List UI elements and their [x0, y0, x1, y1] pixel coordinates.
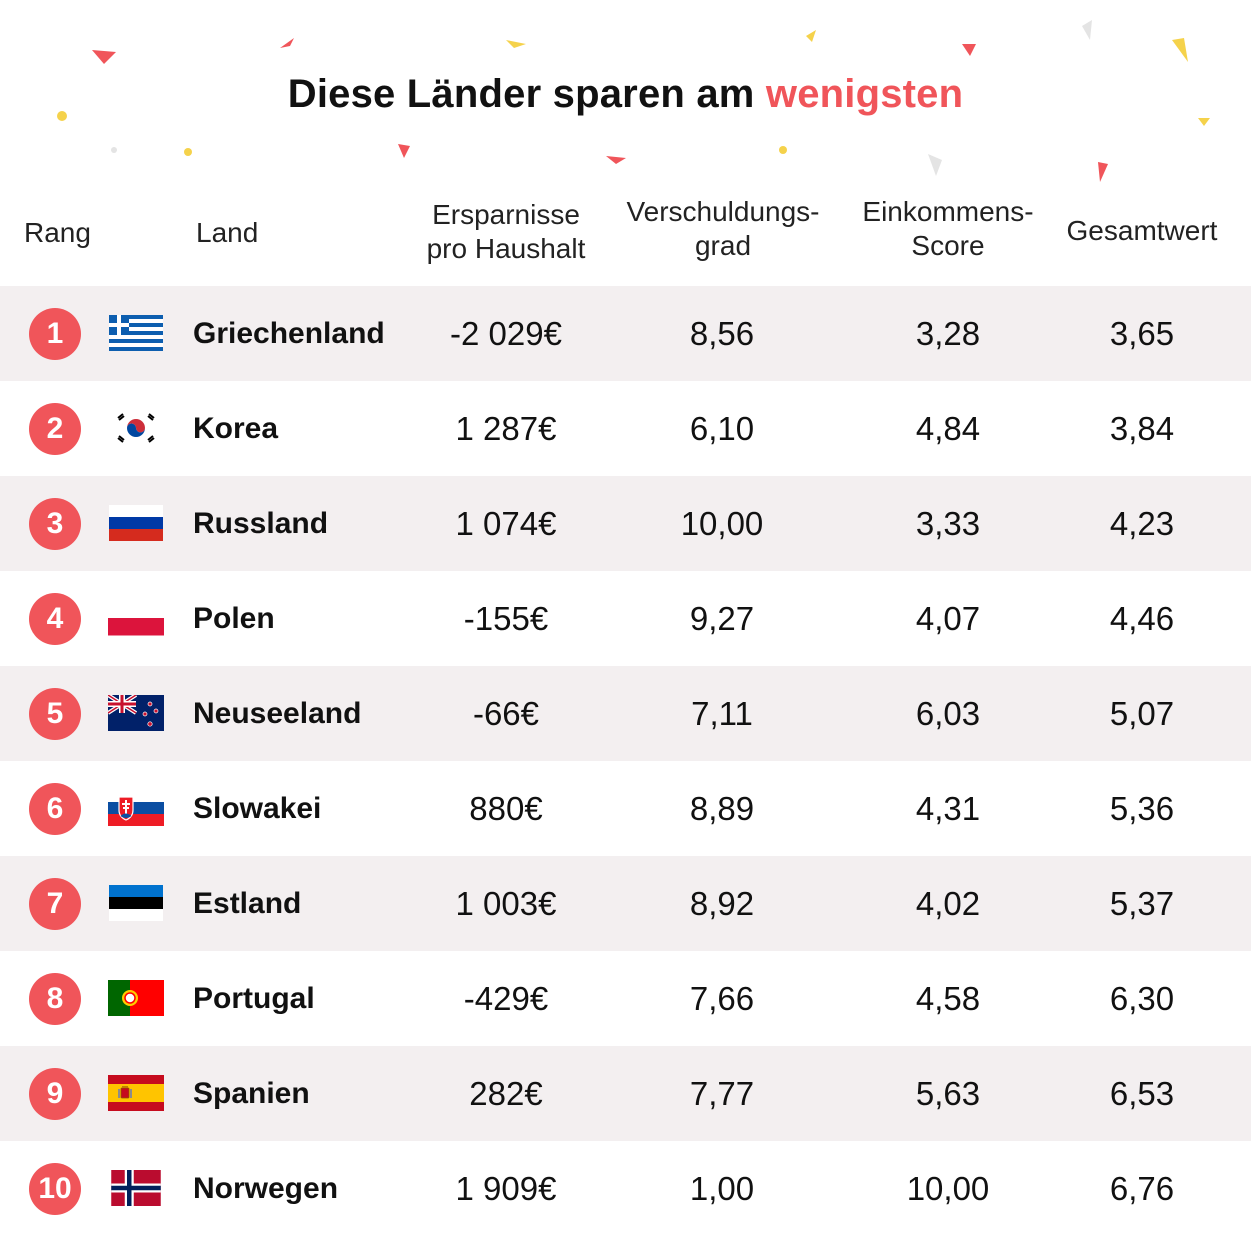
savings-value: 1 909€ — [455, 1170, 557, 1207]
russia-flag-icon — [108, 505, 164, 541]
slovakia-flag-icon — [108, 790, 164, 826]
debt-value: 8,89 — [689, 790, 755, 827]
country-name: Portugal — [193, 982, 315, 1015]
spain-flag-icon — [108, 1075, 164, 1111]
rank-badge: 7 — [29, 878, 81, 930]
table-row: 6 Slowakei 880€ 8,89 4,31 5,36 — [0, 761, 1251, 856]
rank-badge: 5 — [29, 688, 81, 740]
header-country: Land — [196, 217, 259, 248]
total-value: 5,37 — [1109, 885, 1175, 922]
confetti-decoration — [57, 20, 1210, 182]
korea-flag-icon — [108, 410, 164, 446]
debt-value: 8,92 — [689, 885, 755, 922]
header-income: Einkommens- Score — [862, 196, 1034, 261]
total-value: 4,23 — [1109, 505, 1175, 542]
savings-value: 1 074€ — [455, 505, 557, 542]
country-name: Polen — [193, 602, 275, 635]
country-name: Spanien — [193, 1077, 310, 1110]
income-value: 3,33 — [915, 505, 981, 542]
country-name: Korea — [193, 412, 279, 445]
savings-value: 1 003€ — [455, 885, 557, 922]
debt-value: 7,77 — [689, 1075, 755, 1112]
savings-value: -155€ — [463, 600, 549, 637]
page-title: Diese Länder sparen am wenigsten — [287, 72, 964, 116]
rank-badge: 8 — [29, 973, 81, 1025]
debt-value: 7,66 — [689, 980, 755, 1017]
country-name: Norwegen — [193, 1172, 339, 1205]
savings-value: 1 287€ — [455, 410, 557, 447]
table-row: 8 Portugal -429€ 7,66 4,58 6,30 — [0, 951, 1251, 1046]
total-value: 6,53 — [1109, 1075, 1175, 1112]
total-value: 5,07 — [1109, 695, 1175, 732]
total-value: 6,30 — [1109, 980, 1175, 1017]
debt-value: 9,27 — [689, 600, 755, 637]
rank-badge: 10 — [29, 1163, 81, 1215]
debt-value: 1,00 — [689, 1170, 755, 1207]
rank-badge: 1 — [29, 308, 81, 360]
title-accent: wenigsten — [765, 72, 964, 116]
new-zealand-flag-icon — [108, 695, 164, 731]
income-value: 4,58 — [915, 980, 981, 1017]
total-value: 3,65 — [1109, 315, 1175, 352]
country-name: Slowakei — [193, 792, 322, 825]
debt-value: 8,56 — [689, 315, 755, 352]
income-value: 4,31 — [915, 790, 981, 827]
table-row: 9 Spanien 282€ 7,77 5,63 6,53 — [0, 1046, 1251, 1141]
debt-value: 10,00 — [680, 505, 764, 542]
debt-value: 6,10 — [689, 410, 755, 447]
header-savings: Ersparnisse pro Haushalt — [426, 199, 586, 264]
total-value: 6,76 — [1109, 1170, 1175, 1207]
table-row: 10 Norwegen 1 909€ 1,00 10,00 6,76 — [0, 1141, 1251, 1236]
country-name: Griechenland — [193, 317, 385, 350]
rank-badge: 9 — [29, 1068, 81, 1120]
country-name: Russland — [193, 507, 329, 540]
rank-badge: 6 — [29, 783, 81, 835]
income-value: 4,84 — [915, 410, 981, 447]
estonia-flag-icon — [108, 885, 164, 921]
table-row: 1 Griechenland -2 029€ 8,56 3,28 3,65 — [0, 286, 1251, 381]
table-row: 7 Estland 1 003€ 8,92 4,02 5,37 — [0, 856, 1251, 951]
total-value: 4,46 — [1109, 600, 1175, 637]
debt-value: 7,11 — [691, 695, 753, 732]
poland-flag-icon — [108, 600, 164, 636]
income-value: 5,63 — [915, 1075, 981, 1112]
rank-badge: 4 — [29, 593, 81, 645]
savings-value: 282€ — [469, 1075, 543, 1112]
income-value: 4,07 — [915, 600, 981, 637]
header-total: Gesamtwert — [1066, 215, 1218, 246]
rank-badge: 3 — [29, 498, 81, 550]
table-row: 2 Korea 1 287€ 6,10 4,84 3,84 — [0, 381, 1251, 476]
norway-flag-icon — [108, 1170, 164, 1206]
income-value: 4,02 — [915, 885, 981, 922]
income-value: 10,00 — [906, 1170, 990, 1207]
savings-value: -2 029€ — [450, 315, 562, 352]
income-value: 3,28 — [915, 315, 981, 352]
greece-flag-icon — [108, 315, 164, 351]
country-name: Neuseeland — [193, 697, 362, 730]
savings-value: -429€ — [463, 980, 549, 1017]
table-row: 3 Russland 1 074€ 10,00 3,33 4,23 — [0, 476, 1251, 571]
table-row: 4 Polen -155€ 9,27 4,07 4,46 — [0, 571, 1251, 666]
header-rank: Rang — [24, 217, 91, 248]
total-value: 3,84 — [1109, 410, 1175, 447]
rank-badge: 2 — [29, 403, 81, 455]
total-value: 5,36 — [1109, 790, 1175, 827]
header-debt: Verschuldungs-grad — [626, 196, 820, 261]
table-row: 5 Neuseeland -66€ 7,11 6,03 5,07 — [0, 666, 1251, 761]
portugal-flag-icon — [108, 980, 164, 1016]
savings-value: -66€ — [472, 695, 540, 732]
income-value: 6,03 — [915, 695, 981, 732]
savings-value: 880€ — [469, 790, 543, 827]
country-name: Estland — [193, 887, 302, 920]
